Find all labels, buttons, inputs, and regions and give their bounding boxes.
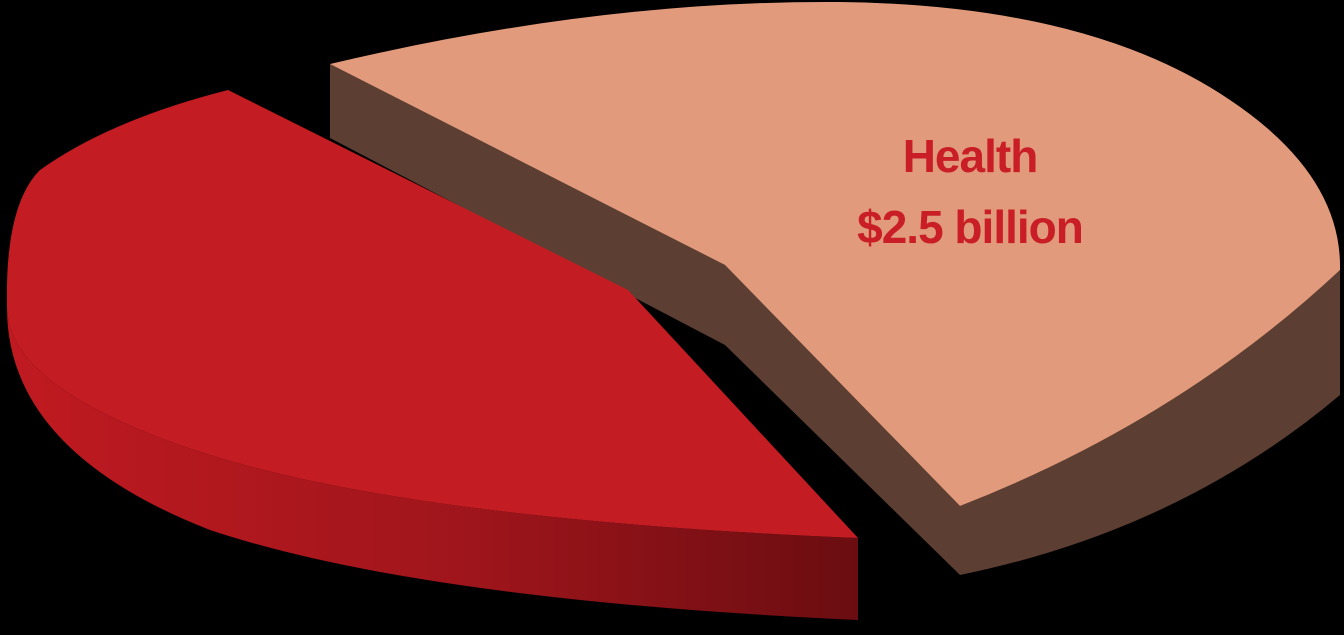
pie-slice-red-side [6,305,859,620]
pie-slice-red-top [6,90,858,538]
pie-slice-health-top [330,1,1341,506]
pie-slice-health-label: Health [903,130,1038,182]
pie-slice-red [6,90,859,620]
pie-slice-health-value: $2.5 billion [857,201,1083,253]
pie-slice-health [330,1,1341,575]
